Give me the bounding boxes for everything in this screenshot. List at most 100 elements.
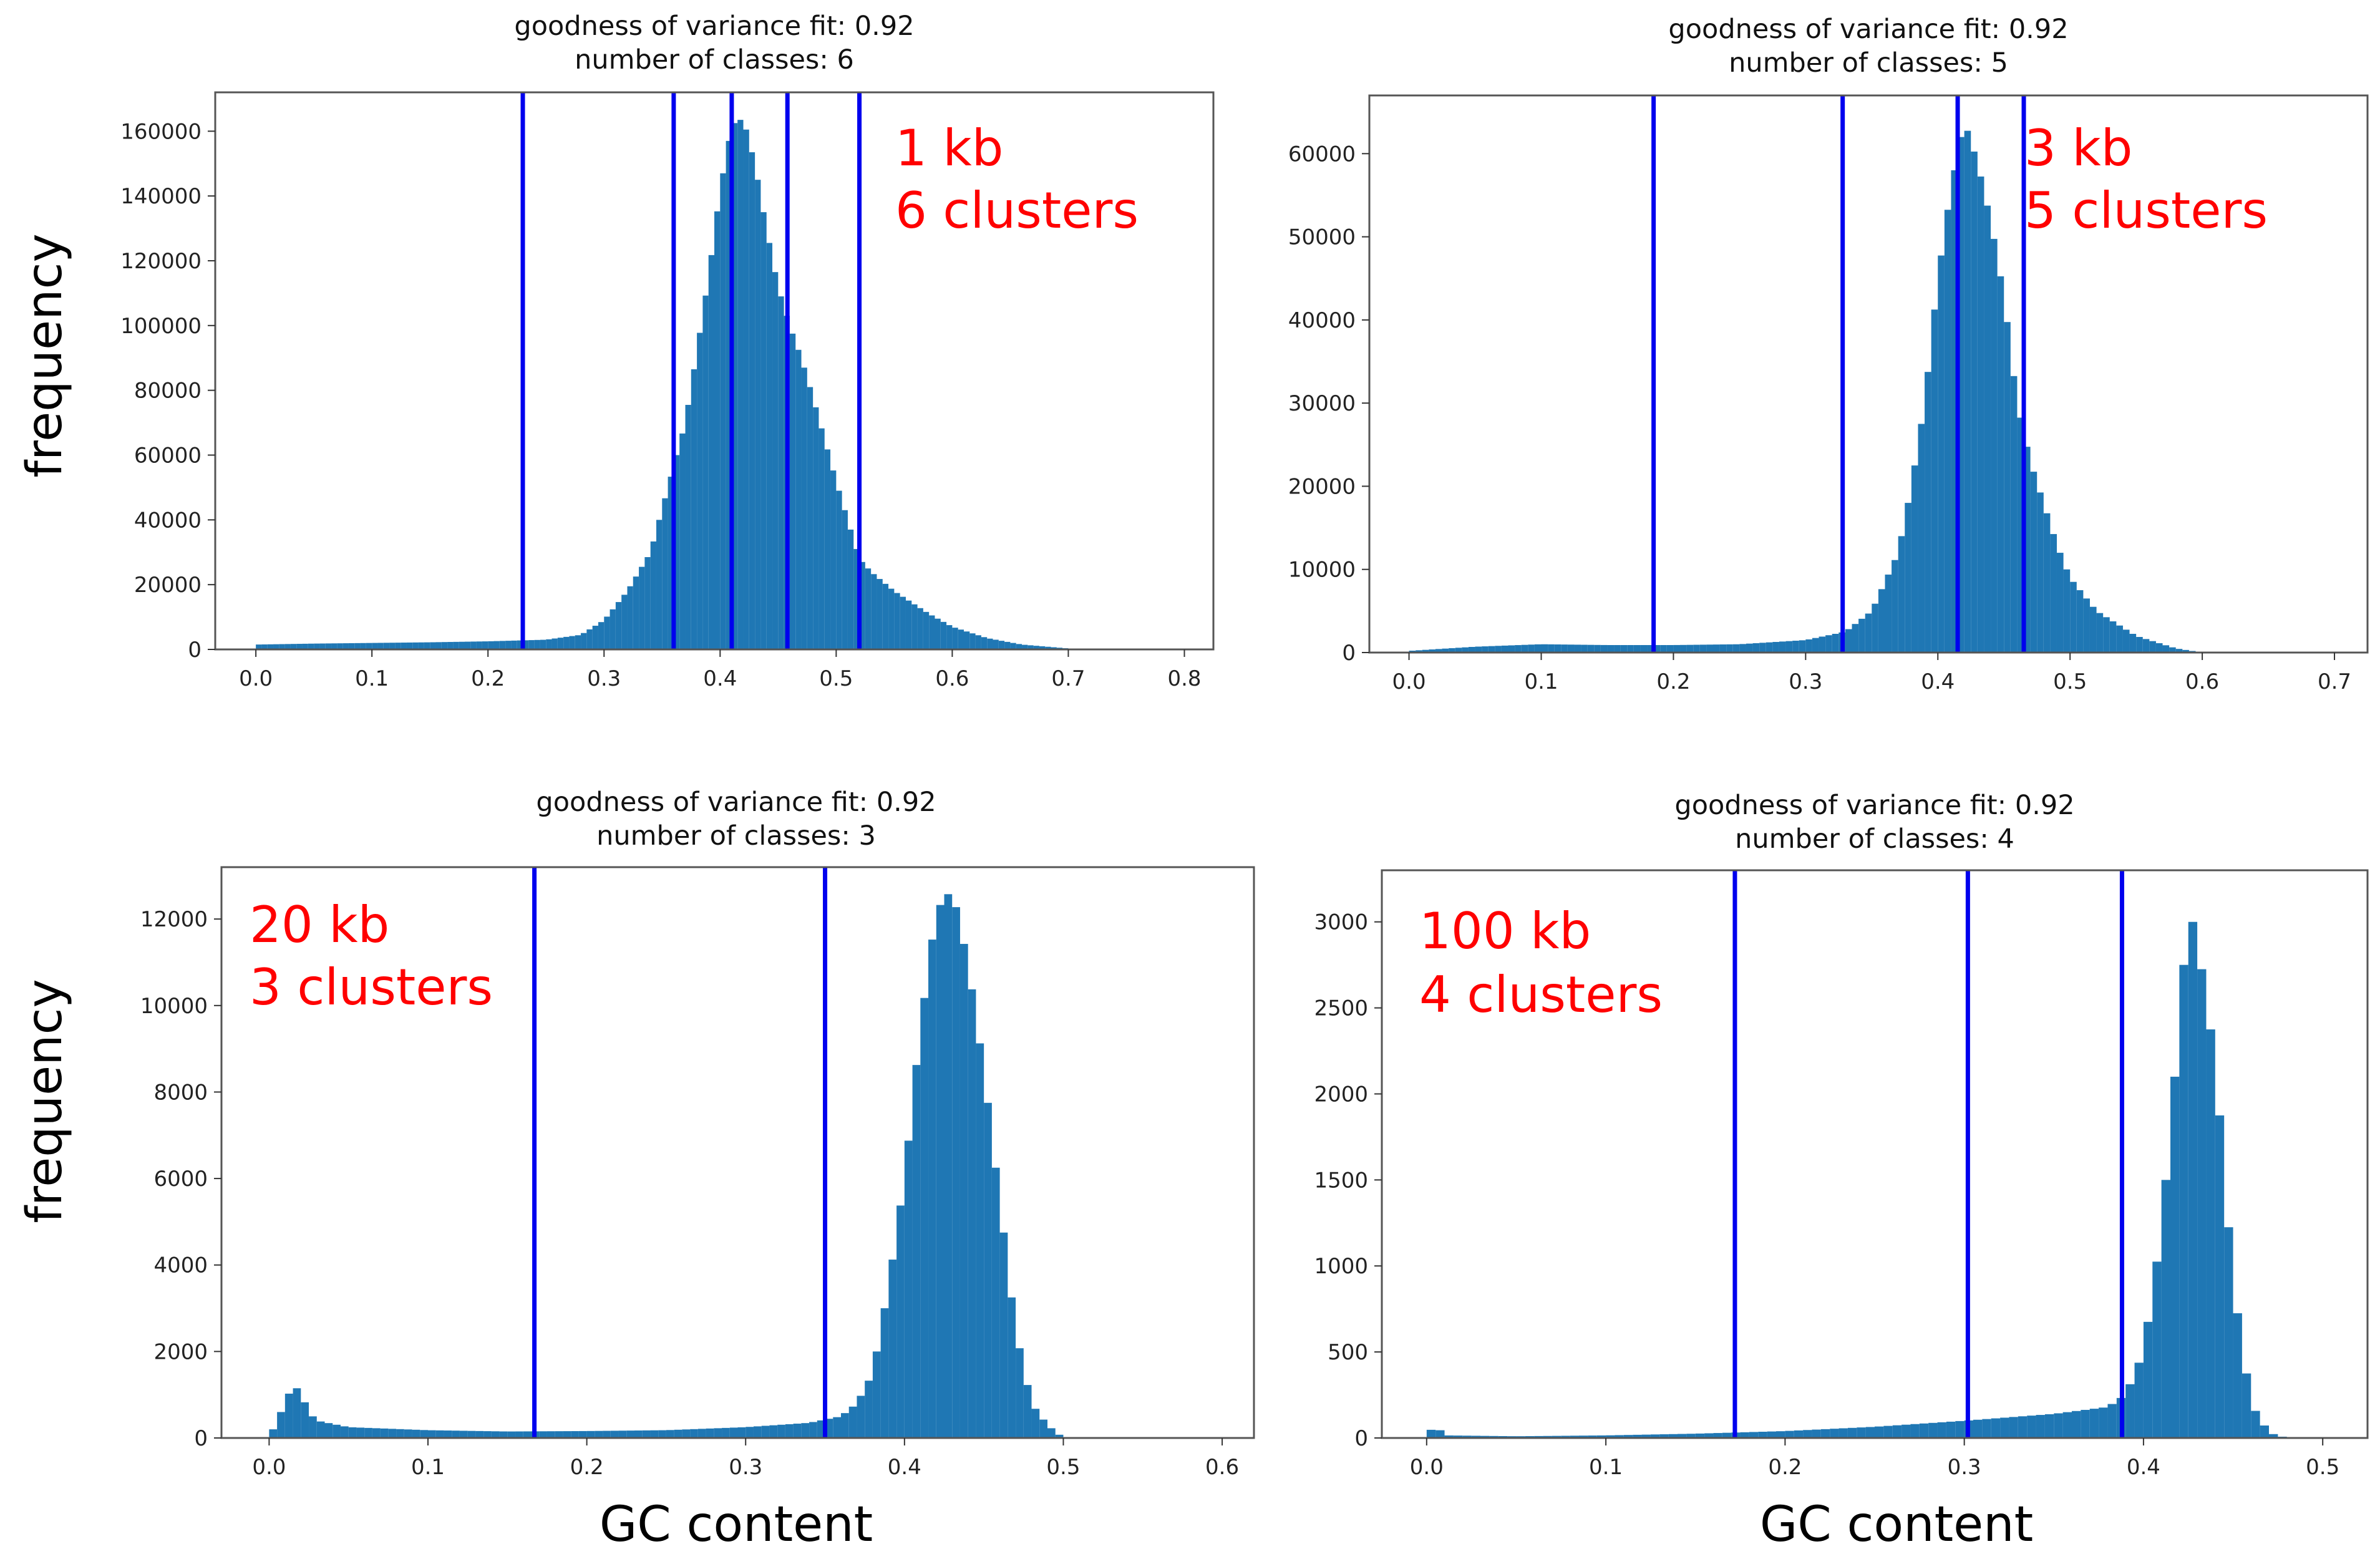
histogram-bar xyxy=(499,1431,508,1438)
histogram-bar xyxy=(2155,643,2163,653)
histogram-bar xyxy=(482,641,488,649)
histogram-bar xyxy=(1023,1385,1032,1438)
histogram-bar xyxy=(809,1422,817,1438)
histogram-bar xyxy=(673,455,680,649)
x-axis-label-right: GC content xyxy=(1760,1497,2033,1553)
histogram-bar xyxy=(935,618,941,649)
histogram-bar xyxy=(2242,1373,2251,1438)
histogram-bar xyxy=(1673,644,1681,653)
histogram-bar xyxy=(708,255,714,649)
y-tick-label: 100000 xyxy=(120,314,202,339)
histogram-bar xyxy=(1820,1429,1830,1438)
histogram-bar xyxy=(2179,964,2188,1438)
panel-title-line1: goodness of variance fit: 0.92 xyxy=(1668,14,2068,45)
y-tick-label: 50000 xyxy=(1288,225,1356,250)
histogram-bar xyxy=(1977,176,1984,653)
histogram-bar xyxy=(999,1232,1008,1438)
histogram-bar xyxy=(2099,1407,2108,1438)
histogram-bar xyxy=(1812,638,1819,653)
histogram-bar xyxy=(627,586,633,649)
histogram-bar xyxy=(2142,639,2150,653)
histogram-bar xyxy=(690,1429,698,1438)
histogram-bar xyxy=(1825,635,1832,653)
histogram-bar xyxy=(592,626,598,649)
histogram-bar xyxy=(2134,1362,2144,1438)
x-tick-label: 0.2 xyxy=(1768,1455,1802,1480)
panel-title-line2: number of classes: 5 xyxy=(1729,47,2008,79)
histogram-bar xyxy=(769,1425,778,1438)
histogram-bar xyxy=(772,272,779,649)
histogram-bar xyxy=(1471,1435,1480,1438)
histogram-bar xyxy=(1554,644,1562,653)
histogram-bar xyxy=(1878,589,1885,653)
y-tick-label: 120000 xyxy=(120,249,202,274)
histogram-bar xyxy=(900,596,906,649)
x-tick-label: 0.1 xyxy=(1589,1455,1623,1480)
histogram-bar xyxy=(1548,644,1555,653)
histogram-bar xyxy=(987,638,993,649)
histogram-bar xyxy=(447,642,454,649)
histogram-bar xyxy=(639,566,645,649)
histogram-bar xyxy=(1767,1431,1776,1438)
histogram-bar xyxy=(1918,424,1925,653)
histogram-bar xyxy=(682,1429,691,1438)
histogram-bar xyxy=(1964,130,1971,653)
histogram-bar xyxy=(302,643,308,649)
histogram-bar xyxy=(2152,1261,2162,1438)
y-tick-label: 1000 xyxy=(1314,1254,1368,1279)
histogram-bar xyxy=(2083,598,2090,653)
histogram-bar xyxy=(1016,644,1022,649)
histogram-bar xyxy=(2070,581,2077,653)
histogram-bar xyxy=(722,1427,730,1438)
histogram-bar xyxy=(1819,636,1826,653)
histogram-bar xyxy=(364,1427,372,1438)
histogram-bar xyxy=(1650,1434,1660,1438)
histogram-bar xyxy=(2197,969,2207,1438)
histogram-bar xyxy=(959,944,968,1438)
panel-title-line1: goodness of variance fit: 0.92 xyxy=(1674,790,2074,821)
y-tick-label: 4000 xyxy=(153,1253,208,1278)
histogram-bar xyxy=(1521,644,1528,653)
histogram-bar xyxy=(424,642,430,649)
histogram-bar xyxy=(444,1430,452,1438)
plot-frame xyxy=(220,866,1255,1439)
histogram-bar xyxy=(1600,644,1608,653)
histogram-bar xyxy=(491,1431,500,1438)
y-tick-label: 2000 xyxy=(153,1339,208,1364)
histogram-bar xyxy=(618,1430,627,1438)
y-tick-label: 2000 xyxy=(1314,1082,1368,1107)
histogram-bar xyxy=(380,1428,389,1438)
histogram-bar xyxy=(2089,606,2097,653)
histogram-bar xyxy=(1693,644,1700,653)
histogram-bar xyxy=(1911,465,1918,653)
histogram-bar xyxy=(706,1428,714,1438)
histogram-bar xyxy=(2063,569,2071,653)
histogram-bar xyxy=(964,631,970,649)
histogram-bar xyxy=(1713,1433,1722,1438)
histogram-bar xyxy=(2109,621,2117,653)
histogram-bar xyxy=(2162,645,2170,653)
histogram-bar xyxy=(1561,644,1568,653)
histogram-bar xyxy=(1495,646,1502,653)
x-tick-label: 0.3 xyxy=(1948,1455,1981,1480)
histogram-bar xyxy=(969,633,976,649)
histogram-bar xyxy=(1607,645,1615,653)
histogram-bar xyxy=(2125,1384,2135,1438)
histogram-bar xyxy=(813,407,819,649)
histogram-bar xyxy=(555,1431,563,1438)
histogram-bar xyxy=(1659,1434,1669,1438)
histogram-bar xyxy=(871,574,877,649)
histogram-bar xyxy=(857,1396,865,1438)
histogram-bar xyxy=(807,387,814,649)
x-tick-label: 0.4 xyxy=(1921,669,1955,694)
histogram-bar xyxy=(331,643,338,649)
annotation-window-size: 100 kb xyxy=(1419,902,1591,960)
histogram-bar xyxy=(406,642,413,649)
histogram-bar xyxy=(366,643,372,649)
panel-1kb: goodness of variance fit: 0.92 number of… xyxy=(120,11,1215,691)
histogram-bar xyxy=(1719,644,1727,653)
histogram-bar xyxy=(691,369,697,649)
x-tick-label: 0.5 xyxy=(819,666,853,691)
x-tick-label: 0.2 xyxy=(471,666,505,691)
histogram-bar xyxy=(316,1421,325,1438)
